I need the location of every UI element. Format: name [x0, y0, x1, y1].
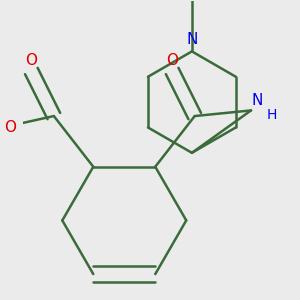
Text: N: N — [251, 93, 262, 108]
Text: O: O — [25, 53, 37, 68]
Text: O: O — [166, 53, 178, 68]
Text: O: O — [4, 120, 16, 135]
Text: H: H — [266, 108, 277, 122]
Text: N: N — [186, 32, 198, 47]
